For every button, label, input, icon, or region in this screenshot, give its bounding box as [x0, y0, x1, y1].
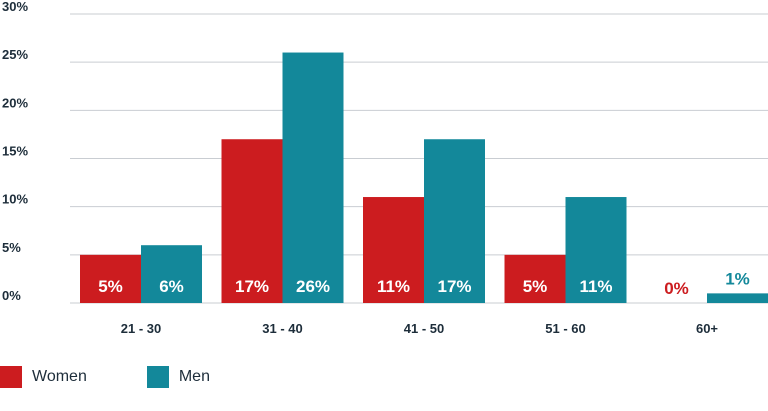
bar-women — [363, 197, 424, 303]
y-axis-ticks: 0% 5% 10% 15% 20% 25% 30% — [2, 0, 28, 303]
data-label-men: 11% — [579, 277, 612, 296]
y-tick-label: 0% — [2, 288, 21, 303]
legend-label-men: Men — [178, 368, 210, 385]
bar-chart: 0% 5% 10% 15% 20% 25% 30% 5% 6% 17% 26% 11% 17% 5% 11… — [2, 0, 768, 336]
x-tick-label: 51 - 60 — [545, 321, 585, 336]
bar-men — [565, 197, 627, 303]
legend-label-women: Women — [32, 368, 87, 385]
x-axis-ticks: 21 - 30 31 - 40 41 - 50 51 - 60 60+ — [121, 321, 719, 336]
data-label-women: 0% — [664, 279, 689, 298]
data-label-women: 5% — [523, 277, 548, 296]
y-tick-label: 5% — [2, 240, 21, 255]
data-label-women: 5% — [98, 277, 123, 296]
data-label-women: 17% — [235, 277, 269, 296]
x-tick-label: 60+ — [696, 321, 718, 336]
x-tick-label: 31 - 40 — [262, 321, 302, 336]
bar-men — [424, 139, 485, 303]
bar-women — [221, 139, 283, 303]
bar-men — [141, 245, 202, 303]
x-tick-label: 41 - 50 — [404, 321, 444, 336]
y-tick-label: 15% — [2, 144, 28, 159]
bar-men — [707, 293, 768, 303]
y-tick-label: 30% — [2, 0, 28, 14]
bar-women — [504, 254, 566, 303]
data-label-men: 1% — [725, 269, 750, 288]
legend-item-men[interactable]: Men — [146, 366, 210, 388]
y-tick-label: 25% — [2, 47, 28, 62]
bars — [80, 52, 768, 304]
legend-item-women[interactable]: Women — [0, 366, 87, 388]
bar-men — [282, 52, 344, 304]
data-label-men: 26% — [296, 277, 330, 296]
legend-swatch-men — [146, 366, 169, 388]
y-tick-label: 10% — [2, 192, 28, 207]
y-tick-label: 20% — [2, 95, 28, 110]
legend-swatch-women — [0, 366, 22, 388]
data-label-men: 6% — [159, 277, 184, 296]
legend: Women Men — [0, 366, 270, 388]
bar-women — [80, 254, 141, 303]
data-label-men: 17% — [437, 277, 471, 296]
data-label-women: 11% — [377, 277, 410, 296]
x-tick-label: 21 - 30 — [121, 321, 161, 336]
data-labels: 5% 6% 17% 26% 11% 17% 5% 11% 0% 1% — [98, 269, 750, 298]
